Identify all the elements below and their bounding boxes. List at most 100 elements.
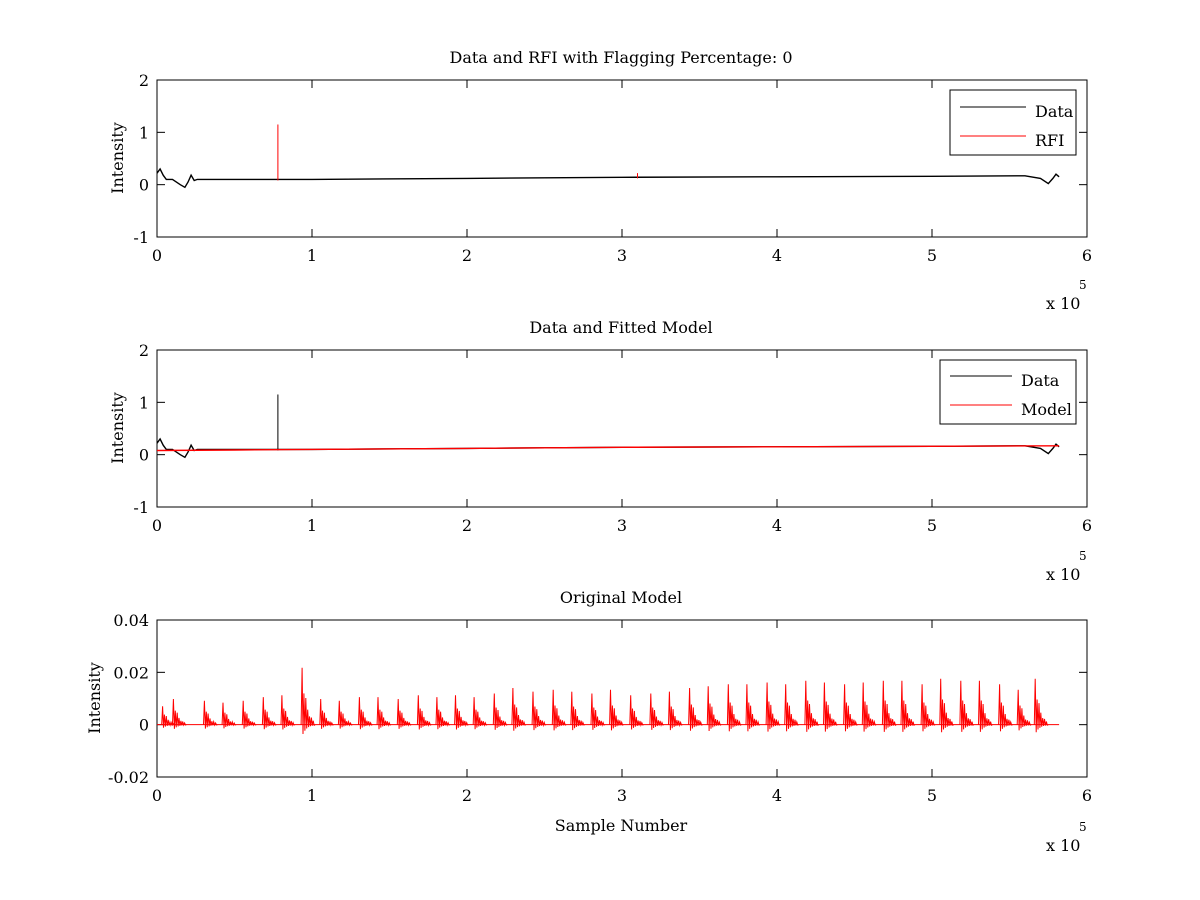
series-burst (804, 680, 820, 732)
x-multiplier-exponent: 5 (1079, 278, 1087, 292)
series-burst (609, 689, 624, 731)
y-axis-label: Intensity (85, 662, 104, 734)
series-burst (161, 706, 176, 728)
x-multiplier: x 10 5 (1046, 820, 1087, 855)
x-axis-label: Sample Number (555, 816, 688, 835)
x-tick-label: 1 (307, 516, 317, 535)
legend: Data RFI (949, 89, 1077, 156)
x-tick-label: 3 (617, 246, 627, 265)
x-tick-label: 0 (152, 786, 162, 805)
x-tick-label: 2 (462, 786, 472, 805)
x-tick-label: 4 (772, 516, 782, 535)
panel-data-and-rfi: Data and RFI with Flagging Percentage: 0… (108, 48, 1092, 313)
legend-box (939, 359, 1077, 425)
x-tick-label: 2 (462, 516, 472, 535)
series-burst (959, 680, 975, 732)
x-tick-label: 1 (307, 246, 317, 265)
series-burst (416, 695, 432, 730)
x-tick-label: 3 (617, 786, 627, 805)
x-tick-label: 5 (927, 246, 937, 265)
y-tick-label: 0 (139, 716, 149, 735)
x-multiplier-base: x 10 (1046, 294, 1080, 313)
x-tick-label: 6 (1082, 786, 1092, 805)
panel-title: Data and RFI with Flagging Percentage: 0 (449, 48, 792, 67)
x-tick-label: 4 (772, 786, 782, 805)
series-burst (280, 695, 296, 730)
x-tick-label: 4 (772, 246, 782, 265)
y-tick-label: 0.02 (113, 663, 149, 682)
axes-frame (156, 349, 1088, 508)
y-tick-label: 0 (139, 176, 149, 195)
legend-label-data: Data (1035, 102, 1074, 121)
series-burst (300, 667, 316, 735)
series-burst (784, 684, 799, 732)
series-burst (551, 689, 567, 731)
series-burst (998, 684, 1013, 732)
series-burst (492, 693, 508, 730)
series-data-line (156, 167, 1060, 189)
series-burst (435, 697, 451, 730)
series-burst (261, 697, 277, 730)
series-burst (688, 687, 703, 731)
x-multiplier: x 10 5 (1046, 278, 1087, 313)
series-burst (978, 680, 993, 732)
y-tick-label: 2 (139, 341, 149, 360)
x-tick-label: 1 (307, 786, 317, 805)
series-burst (203, 700, 218, 729)
x-multiplier-exponent: 5 (1079, 549, 1087, 563)
y-axis-label: Intensity (108, 122, 127, 194)
series-burst (511, 687, 527, 731)
series-burst (454, 695, 469, 730)
panel-title: Original Model (560, 588, 682, 607)
series-burst (649, 693, 665, 730)
x-tick-label: 6 (1082, 516, 1092, 535)
legend: Data Model (939, 359, 1077, 425)
series-burst (706, 686, 722, 732)
y-tick-label: 1 (139, 393, 149, 412)
y-axis-label: Intensity (108, 392, 127, 464)
series-burst (843, 684, 858, 732)
axes-frame (156, 79, 1088, 238)
x-multiplier-exponent: 5 (1079, 820, 1087, 834)
series-burst (376, 697, 392, 730)
x-tick-label: 5 (927, 786, 937, 805)
y-tick-label: -1 (133, 498, 149, 517)
x-tick-label: 2 (462, 246, 472, 265)
series-model-line (156, 445, 1060, 452)
series-burst (726, 684, 742, 732)
series-burst (221, 702, 237, 729)
y-tick-label: 1 (139, 123, 149, 142)
legend-box (949, 89, 1077, 156)
panel-title: Data and Fitted Model (529, 318, 712, 337)
x-multiplier-base: x 10 (1046, 565, 1080, 584)
legend-label-data: Data (1021, 371, 1060, 390)
series-burst (920, 684, 936, 732)
legend-label-model: Model (1021, 400, 1072, 419)
series-burst (570, 691, 585, 731)
series-burst (319, 698, 334, 729)
x-tick-label: 3 (617, 516, 627, 535)
panel-original-model: Original Model Intensity Sample Number 0… (85, 588, 1092, 855)
series-burst (590, 693, 606, 730)
x-multiplier: x 10 5 (1046, 549, 1087, 584)
series-burst (358, 697, 373, 730)
series-burst (668, 691, 683, 731)
series-burst (531, 691, 547, 731)
series-burst (823, 682, 838, 732)
series-burst (172, 698, 187, 729)
y-tick-label: -0.02 (108, 768, 149, 787)
series-burst (472, 697, 488, 730)
series-burst (861, 682, 877, 732)
series-burst (396, 698, 412, 729)
x-tick-label: 5 (927, 516, 937, 535)
y-tick-label: 0 (139, 446, 149, 465)
series-burst (241, 700, 257, 729)
x-tick-label: 0 (152, 246, 162, 265)
legend-label-rfi: RFI (1035, 131, 1064, 150)
series-burst (337, 700, 353, 729)
series-burst (939, 678, 954, 733)
series-burst (629, 695, 644, 730)
